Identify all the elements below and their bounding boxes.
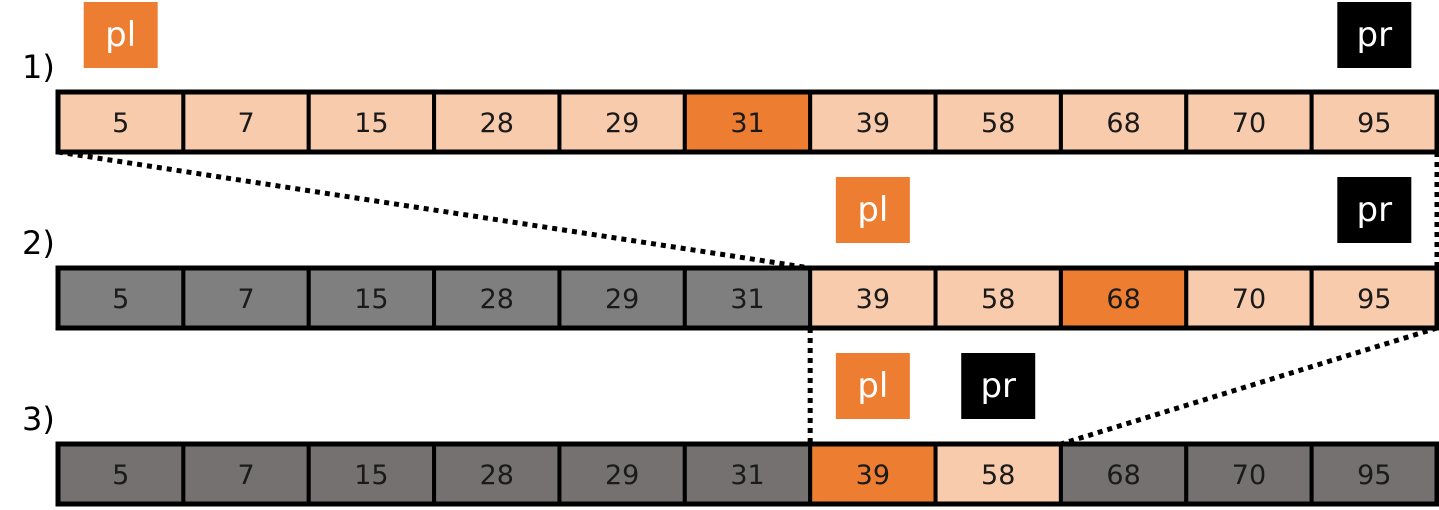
- array-cell-value: 70: [1232, 284, 1266, 315]
- pl-tag-label: pl: [105, 15, 136, 55]
- array-cell-value: 29: [605, 108, 639, 139]
- connector-lines: [57, 149, 1439, 447]
- array-cell-value: 58: [981, 284, 1015, 315]
- pr-tag-label: pr: [980, 366, 1016, 406]
- array-cell-value: 28: [480, 284, 514, 315]
- array-cell-value: 68: [1106, 284, 1140, 315]
- connector-step2-right: [1060, 325, 1438, 447]
- array-cell-value: 28: [480, 108, 514, 139]
- pl-tag: [83, 2, 158, 68]
- pl-tag-label: pl: [857, 190, 888, 230]
- array-cell-value: 7: [237, 108, 254, 139]
- pr-tag-label: pr: [1357, 190, 1393, 230]
- array-cell-value: 68: [1106, 460, 1140, 491]
- pl-tag: [835, 353, 910, 419]
- array-cell-value: 95: [1357, 460, 1391, 491]
- array-cell-value: 29: [605, 284, 639, 315]
- array-cell-value: 5: [112, 284, 129, 315]
- array-cell-value: 39: [856, 108, 890, 139]
- array-cell-value: 58: [981, 108, 1015, 139]
- array-cell: [306, 266, 437, 330]
- array-row-border: [55, 441, 1439, 507]
- array-cell-value: 5: [112, 108, 129, 139]
- array-cell-value: 31: [730, 108, 764, 139]
- step-label: 3): [22, 400, 55, 438]
- array-cell-value: 31: [730, 284, 764, 315]
- pr-tag: [961, 353, 1036, 419]
- array-cell-value: 15: [354, 284, 388, 315]
- array-cell: [682, 266, 813, 330]
- array-cell-value: 95: [1357, 284, 1391, 315]
- array-cell-value: 68: [1106, 108, 1140, 139]
- array-cell-value: 28: [480, 460, 514, 491]
- array-cell-value: 95: [1357, 108, 1391, 139]
- pr-tag-label: pr: [1357, 15, 1393, 55]
- pr-tag: [1337, 177, 1412, 243]
- array-cell-value: 7: [237, 284, 254, 315]
- array-cell-value: 15: [354, 108, 388, 139]
- array-cell-value: 15: [354, 460, 388, 491]
- array-cell-value: 39: [856, 460, 890, 491]
- array-cell-value: 58: [981, 460, 1015, 491]
- pl-tag: [835, 177, 910, 243]
- array-cell-value: 70: [1232, 460, 1266, 491]
- connector-step1-left: [57, 149, 811, 271]
- array-cell: [432, 266, 562, 330]
- array-cell-value: 31: [730, 460, 764, 491]
- array-row-border: [55, 89, 1439, 155]
- array-cell-value: 5: [112, 460, 129, 491]
- array-cell-value: 70: [1232, 108, 1266, 139]
- array-cell: [1309, 266, 1439, 330]
- step-label: 2): [22, 224, 55, 262]
- array-cell-value: 7: [237, 460, 254, 491]
- array-row-border: [55, 265, 1439, 331]
- array-rows: 1) 5 7 15 28 29 31 39 58 68 70 95 2) 5 7 15 28 29 31 39 58 68…: [22, 48, 1439, 507]
- array-cell: [682, 442, 813, 506]
- array-cell-value: 39: [856, 284, 890, 315]
- array-cell-value: 29: [605, 460, 639, 491]
- step-label: 1): [22, 48, 55, 86]
- pr-tag: [1337, 2, 1412, 68]
- pointer-tags: pl pr pl pr pl pr: [83, 2, 1412, 419]
- pl-tag-label: pl: [857, 366, 888, 406]
